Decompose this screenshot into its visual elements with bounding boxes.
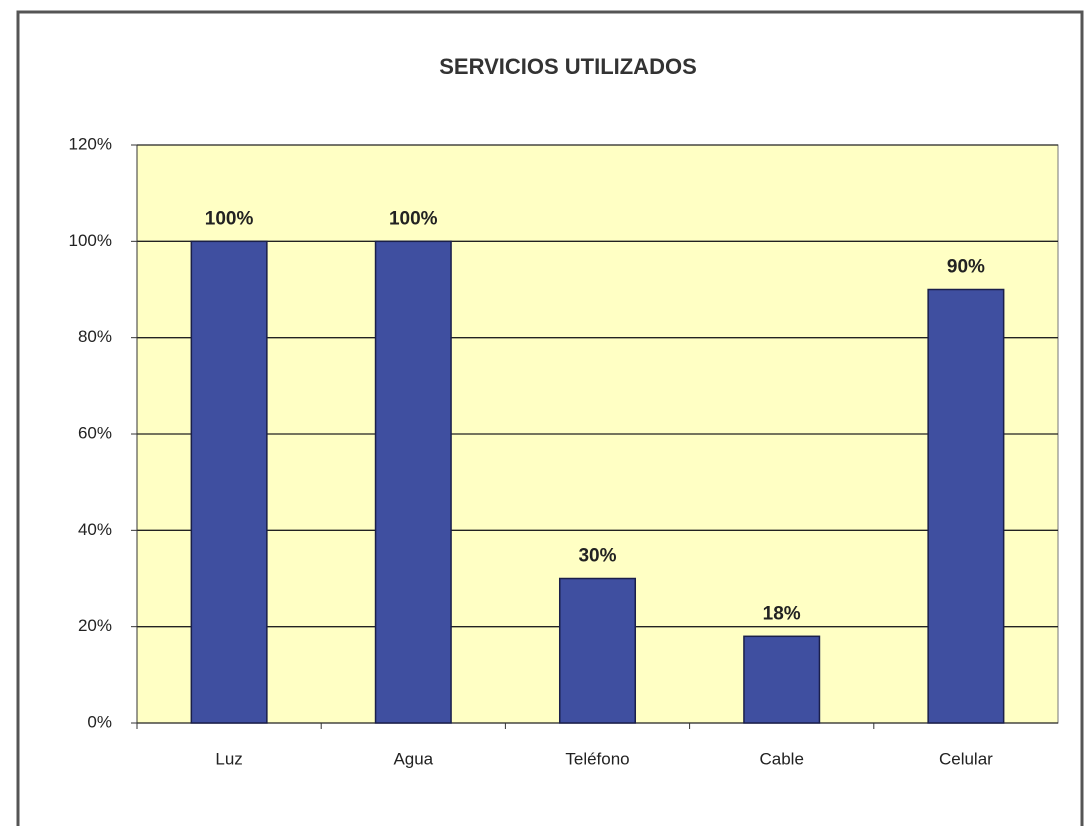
- data-label: 30%: [578, 546, 616, 567]
- bar: [743, 635, 821, 724]
- y-tick-label: 100%: [69, 231, 112, 250]
- y-tick-label: 80%: [78, 327, 112, 346]
- data-label: 100%: [205, 208, 254, 229]
- x-tick-label: Agua: [393, 749, 433, 768]
- chart-title: SERVICIOS UTILIZADOS: [439, 54, 697, 79]
- bar: [558, 577, 637, 724]
- bar: [927, 288, 1005, 724]
- y-tick-label: 60%: [78, 423, 112, 442]
- y-tick-label: 40%: [78, 520, 112, 539]
- y-tick-label: 0%: [87, 712, 112, 731]
- bar: [190, 240, 268, 724]
- x-tick-label: Teléfono: [565, 749, 629, 768]
- bar: [374, 240, 452, 724]
- x-tick-label: Cable: [759, 749, 803, 768]
- data-label: 18%: [763, 603, 801, 624]
- x-tick-label: Luz: [215, 749, 242, 768]
- data-label: 90%: [947, 257, 985, 278]
- y-tick-label: 120%: [69, 134, 112, 153]
- y-tick-label: 20%: [78, 616, 112, 635]
- x-tick-label: Celular: [939, 749, 993, 768]
- data-label: 100%: [389, 208, 438, 229]
